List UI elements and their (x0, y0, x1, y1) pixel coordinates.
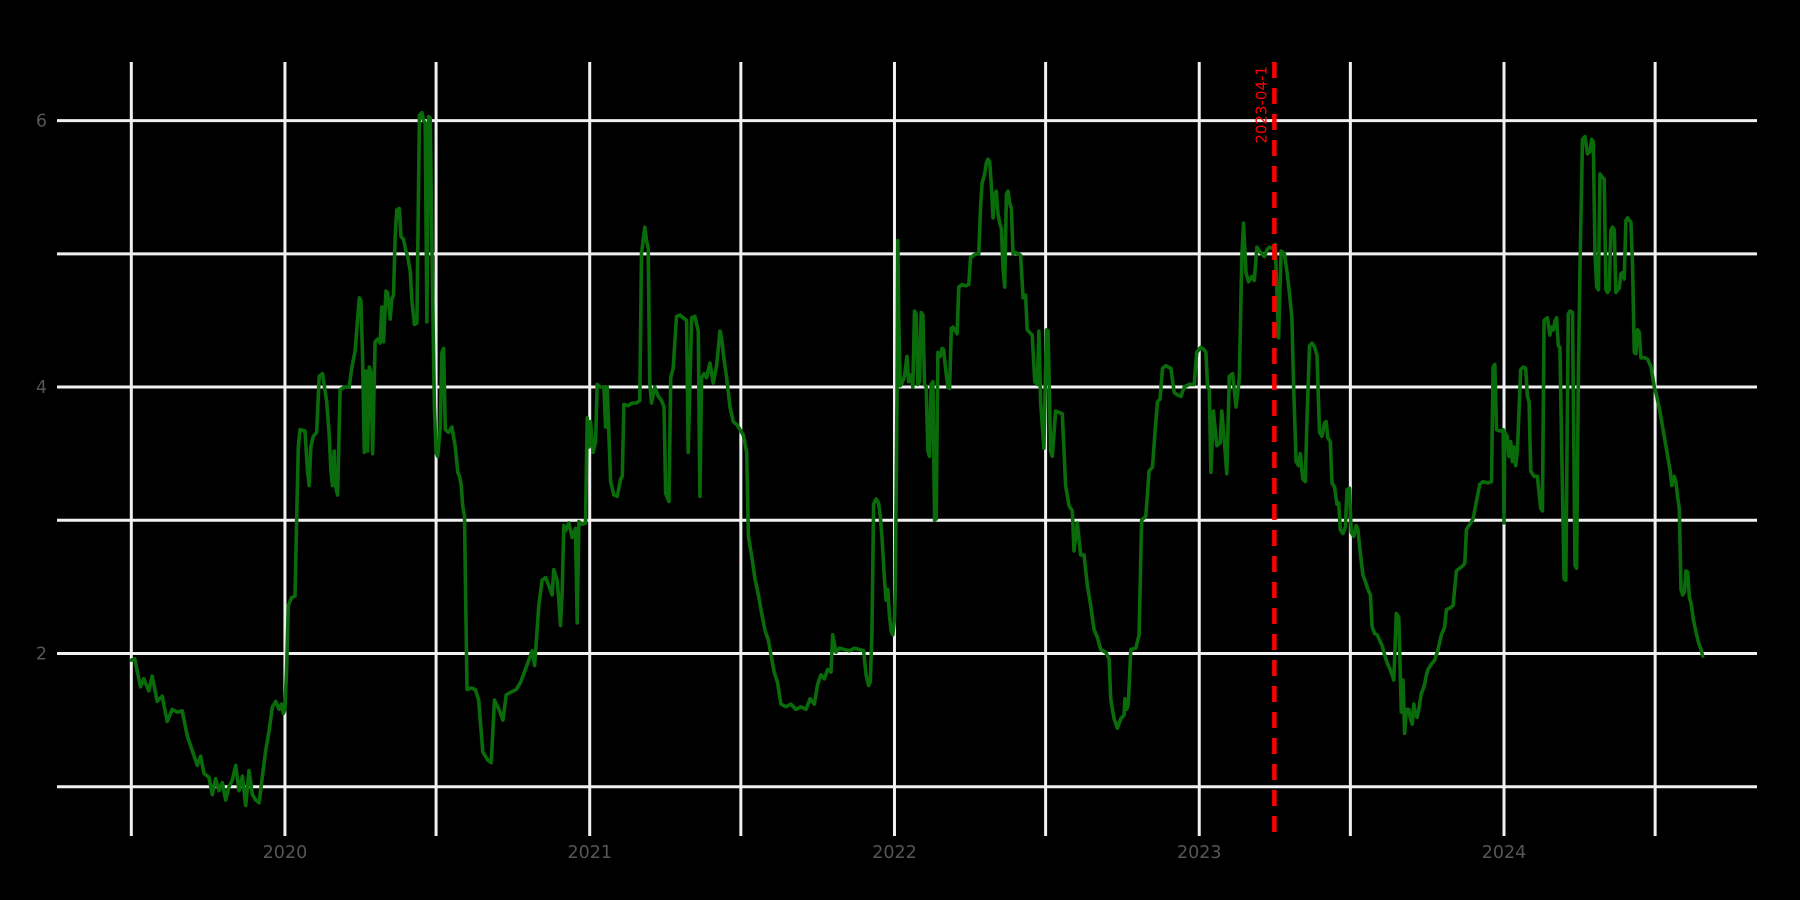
data-series-line (129, 110, 1705, 808)
x-tick-label: 2023 (1177, 843, 1222, 863)
x-tick-label: 2022 (872, 843, 917, 863)
y-tick-label: 4 (36, 378, 47, 398)
vertical-gridlines (129, 62, 1657, 836)
y-axis-tick-labels: 2 4 6 (36, 112, 47, 665)
annotation-date-label: 2023-04-1 (1252, 66, 1270, 144)
x-tick-label: 2020 (263, 843, 308, 863)
x-tick-label: 2024 (1482, 843, 1527, 863)
x-axis-tick-labels: 2020 2021 2022 2023 2024 (263, 843, 1527, 863)
y-tick-label: 6 (36, 112, 47, 132)
y-tick-label: 2 (36, 644, 47, 664)
x-tick-label: 2021 (567, 843, 612, 863)
